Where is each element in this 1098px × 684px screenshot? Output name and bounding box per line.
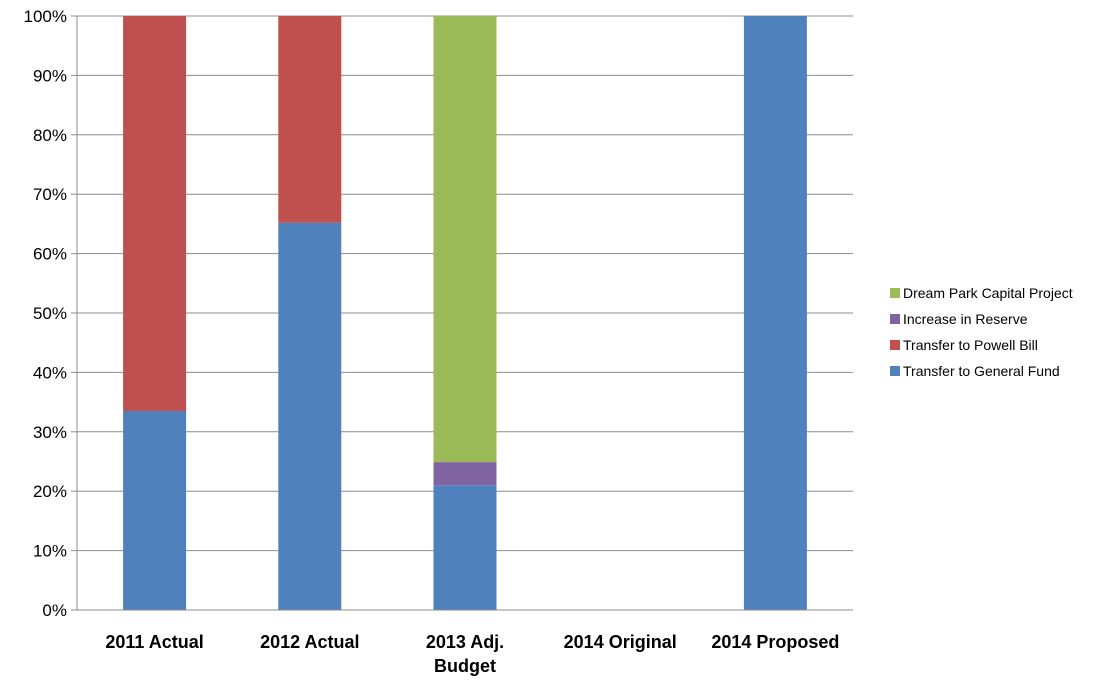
bar-segment	[433, 462, 497, 486]
legend-label: Transfer to Powell Bill	[903, 337, 1038, 353]
y-tick-label: 40%	[33, 363, 67, 382]
x-axis: 2011 Actual 2012 Actual 2013 Adj. Budget 201…	[77, 609, 853, 676]
bars	[123, 16, 807, 610]
y-tick-label: 20%	[33, 482, 67, 501]
y-tick-label: 70%	[33, 185, 67, 204]
y-tick-label: 10%	[33, 542, 67, 561]
x-tick-label: 2014 Original	[564, 632, 677, 652]
bar-segment	[433, 485, 497, 610]
legend-swatch	[890, 288, 900, 298]
bar-segment	[123, 411, 187, 610]
legend-swatch	[890, 366, 900, 376]
bar-segment	[743, 16, 807, 610]
legend-label: Transfer to General Fund	[903, 363, 1060, 379]
legend-label: Dream Park Capital Project	[903, 285, 1073, 301]
legend-swatch	[890, 340, 900, 350]
y-axis: 0% 10% 20% 30% 40% 50% 60% 70% 80% 90% 100%	[24, 7, 78, 620]
bar-segment	[278, 16, 342, 223]
legend-label: Increase in Reserve	[903, 311, 1028, 327]
y-tick-label: 0%	[42, 601, 67, 620]
bar-segment	[123, 16, 187, 412]
y-tick-label: 30%	[33, 423, 67, 442]
y-tick-label: 60%	[33, 245, 67, 264]
legend-swatch	[890, 314, 900, 324]
y-tick-label: 50%	[33, 304, 67, 323]
bar-segment	[278, 222, 342, 610]
y-tick-label: 80%	[33, 126, 67, 145]
x-tick-label: 2012 Actual	[260, 632, 359, 652]
x-tick-label: 2013 Adj. Budget	[426, 632, 504, 676]
x-tick-label: 2011 Actual	[105, 632, 203, 652]
y-tick-label: 90%	[33, 66, 67, 85]
bar-segment	[433, 16, 497, 463]
legend: Dream Park Capital Project Increase in Re…	[890, 285, 1073, 379]
y-tick-label: 100%	[24, 7, 67, 26]
x-tick-label: 2014 Proposed	[711, 632, 839, 652]
